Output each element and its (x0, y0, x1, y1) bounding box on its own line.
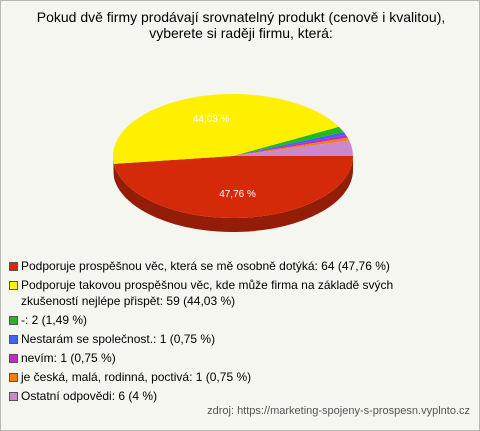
slice (233, 134, 348, 156)
pie-area: 47,76 % 44,03 % (113, 93, 353, 232)
chart-title: Pokud dvě firmy prodávají srovnatelný pr… (36, 9, 446, 41)
legend-label: Podporuje prospěšnou věc, která se mě os… (21, 259, 390, 273)
legend-item: Ostatní odpovědi: 6 (4 %) (9, 388, 449, 404)
slice-side (113, 156, 114, 178)
slice (113, 93, 339, 164)
legend-swatch (9, 392, 18, 401)
slice (233, 132, 346, 156)
legend-item: Nestarám se společnost.: 1 (0,75 %) (9, 331, 449, 347)
source-note: zdroj: https://marketing-spojeny-s-prosp… (207, 405, 470, 417)
legend-item: -: 2 (1,49 %) (9, 312, 449, 328)
slice (233, 140, 353, 156)
legend-label: je česká, malá, rodinná, poctivá: 1 (0,7… (21, 370, 252, 384)
legend-swatch (9, 316, 18, 325)
legend-swatch (9, 262, 18, 271)
legend-label: -: 2 (1,49 %) (21, 313, 88, 327)
legend-label: nevím: 1 (0,75 %) (21, 351, 116, 365)
legend-swatch (9, 335, 18, 344)
legend: Podporuje prospěšnou věc, která se mě os… (9, 258, 449, 407)
legend-swatch (9, 354, 18, 363)
slice (233, 126, 344, 156)
legend-swatch (9, 373, 18, 382)
legend-item: je česká, malá, rodinná, poctivá: 1 (0,7… (9, 369, 449, 385)
slice (113, 156, 353, 218)
slice-label: 47,76 % (219, 189, 256, 200)
legend-item: nevím: 1 (0,75 %) (9, 350, 449, 366)
slice (233, 137, 350, 156)
legend-label: Nestarám se společnost.: 1 (0,75 %) (21, 332, 216, 346)
legend-label: Ostatní odpovědi: 6 (4 %) (21, 389, 158, 403)
legend-item: Podporuje takovou prospěšnou věc, kde mů… (9, 277, 449, 309)
legend-label: Podporuje takovou prospěšnou věc, kde mů… (21, 278, 394, 308)
legend-swatch (9, 281, 18, 290)
slice-label: 44,03 % (193, 114, 230, 125)
legend-item: Podporuje prospěšnou věc, která se mě os… (9, 258, 449, 274)
slice-side (113, 156, 353, 232)
